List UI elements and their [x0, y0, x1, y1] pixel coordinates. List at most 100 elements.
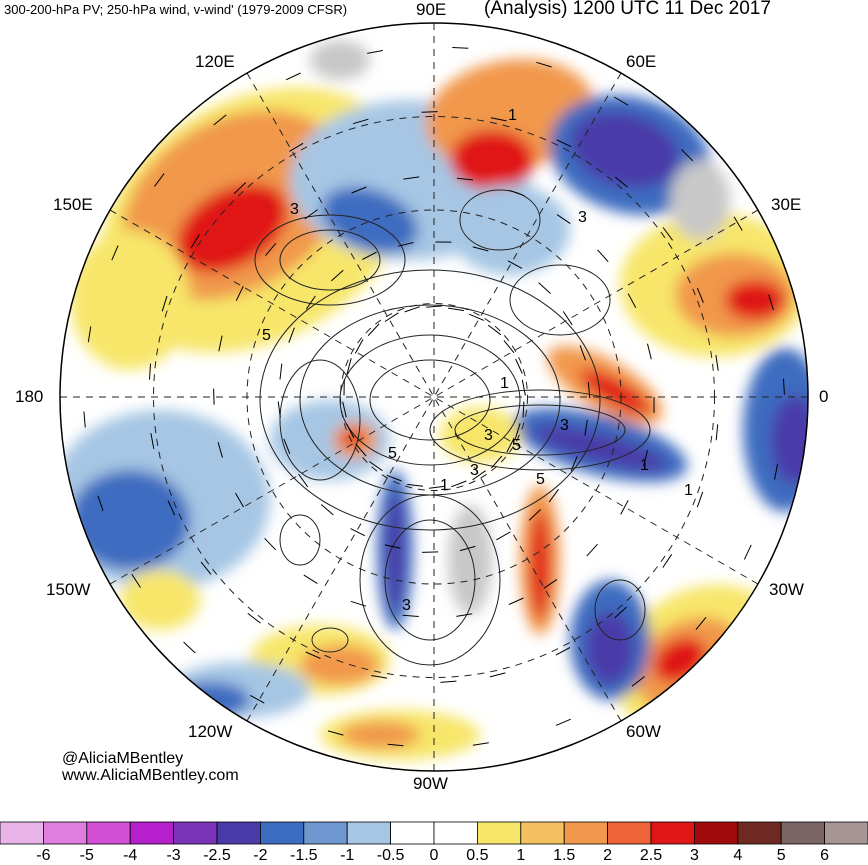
lon-label-90e: 90E: [416, 0, 447, 19]
lon-label-30w: 30W: [769, 580, 804, 599]
colorbar-tick-label: -4: [123, 847, 138, 864]
wind-barb-26: [350, 528, 366, 537]
wind-barb-25: [407, 483, 424, 487]
wind-barb-105: [503, 340, 515, 354]
wind-barb-80: [404, 306, 420, 313]
pv-region-6: [450, 130, 534, 190]
wind-barb-83: [614, 176, 628, 188]
wind-barb-72: [403, 176, 420, 180]
wind-barb-37: [217, 442, 223, 458]
lat-lon-grid: [60, 23, 808, 771]
contour-label: 5: [388, 445, 397, 462]
colorbar: [0, 821, 868, 845]
wind-barb-121: [570, 456, 578, 472]
wind-barb-101: [562, 311, 573, 326]
colorbar-tick-label: 1: [516, 847, 526, 864]
map-boundary: [59, 22, 809, 772]
wind-barb-17: [350, 600, 367, 607]
wind-barb-103: [715, 424, 719, 441]
wind-barb-113: [662, 554, 673, 568]
colorbar-swatch: [433, 821, 478, 845]
wind-barb-111: [587, 382, 591, 399]
pv-region-35: [70, 230, 190, 370]
wind-barb-31: [320, 504, 334, 516]
wind-barb-14: [183, 641, 196, 654]
wind-barb-100: [487, 324, 502, 336]
wind-barb-34: [87, 326, 92, 343]
wind-barb-29: [83, 411, 86, 428]
colorbar-swatch: [173, 821, 218, 845]
wind-contour-3: [259, 269, 601, 531]
land-mask-3: [310, 40, 370, 80]
wind-barb-20: [429, 485, 446, 489]
pv-region-26: [386, 492, 404, 612]
wind-barb-40: [355, 443, 367, 457]
wind-contour-11: [359, 494, 501, 666]
wind-barb-36: [298, 473, 309, 488]
lon-label-180: 180: [15, 387, 44, 406]
wind-barb-23: [200, 561, 212, 575]
wind-contours: [254, 189, 651, 666]
colorbar-tick-label: 6: [820, 847, 830, 864]
lon-label-60w: 60W: [626, 722, 661, 741]
wind-barb-24: [97, 495, 104, 512]
wind-barb-94: [783, 378, 785, 395]
wind-barb-120: [522, 401, 525, 418]
colorbar-swatch: [824, 821, 868, 845]
lon-label-0: 0: [819, 387, 829, 406]
contour-label: 3: [560, 417, 569, 434]
pv-region-13: [771, 396, 808, 484]
colorbar-tick-label: 5: [776, 847, 786, 864]
wind-contour-15: [311, 627, 349, 653]
figure-left-title: 300-200-hPa PV; 250-hPa wind, v-wind' (1…: [4, 2, 348, 17]
figure-right-title: (Analysis) 1200 UTC 11 Dec 2017: [484, 0, 771, 19]
wind-barb-46: [277, 401, 281, 418]
contour-label: 1: [500, 375, 509, 392]
wind-contour-7: [509, 264, 611, 336]
colorbar-swatch: [129, 821, 174, 845]
colorbar-swatch: [43, 821, 88, 845]
wind-barb-13: [305, 651, 321, 659]
wind-barb-106: [579, 345, 586, 361]
wind-barb-7: [456, 613, 473, 617]
wind-barb-128: [489, 672, 506, 678]
wind-barb-11: [459, 545, 476, 552]
wind-contour-10: [384, 519, 476, 641]
wind-contour-8: [454, 404, 626, 456]
contour-label: 1: [684, 482, 693, 499]
contour-label: 3: [578, 209, 587, 226]
pv-region-34: [170, 682, 250, 718]
land-mask-1: [670, 160, 730, 240]
colorbar-tick-label: -0.5: [376, 847, 405, 864]
contour-label: 3: [470, 462, 479, 479]
wind-contour-14: [594, 579, 646, 641]
pv-region-11: [725, 280, 785, 320]
colorbar-swatch: [216, 821, 261, 845]
wind-barb-60: [346, 358, 352, 374]
wind-barb-85: [426, 305, 443, 308]
wind-barb-8: [371, 675, 388, 679]
wind-barb-78: [556, 139, 572, 148]
wind-barb-68: [421, 111, 438, 113]
colorbar-swatch: [0, 821, 44, 845]
wind-barb-15: [451, 480, 467, 488]
pv-region-37: [450, 185, 570, 275]
colorbar-tick-label: -1: [340, 847, 355, 864]
pv-region-2: [176, 183, 288, 273]
wind-contour-9: [429, 389, 651, 471]
wind-barb-90: [448, 307, 464, 312]
contour-label: 3: [484, 427, 493, 444]
lon-label-120e: 120E: [195, 52, 235, 71]
wind-barb-50: [342, 401, 347, 418]
wind-barb-69: [536, 61, 552, 68]
wind-barb-112: [643, 450, 648, 466]
wind-barb-75: [384, 312, 399, 322]
wind-barb-115: [521, 379, 526, 396]
pv-region-40: [340, 430, 364, 446]
wind-barb-82: [509, 189, 525, 197]
wind-barb-124: [472, 742, 489, 746]
wind-barb-22: [303, 574, 318, 585]
wind-barb-33: [150, 433, 155, 449]
wind-barb-86: [472, 246, 489, 252]
